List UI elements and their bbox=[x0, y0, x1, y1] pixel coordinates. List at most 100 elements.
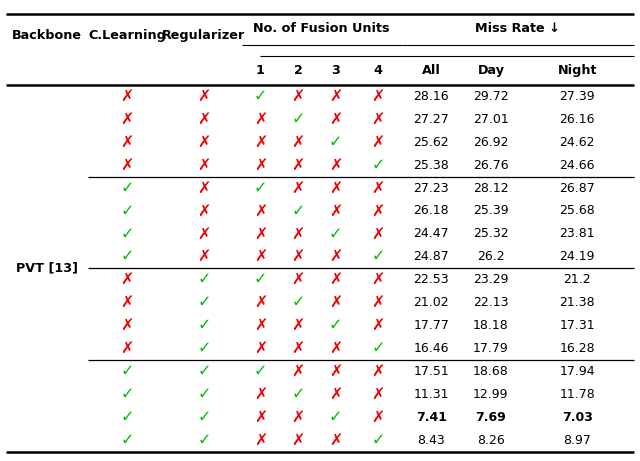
Text: 24.66: 24.66 bbox=[559, 159, 595, 171]
Text: ✗: ✗ bbox=[291, 272, 305, 287]
Text: 24.19: 24.19 bbox=[559, 250, 595, 263]
Text: 23.29: 23.29 bbox=[473, 273, 509, 286]
Text: Night: Night bbox=[557, 64, 597, 77]
Text: ✓: ✓ bbox=[197, 433, 211, 448]
Text: ✗: ✗ bbox=[120, 158, 134, 172]
Text: ✗: ✗ bbox=[120, 295, 134, 310]
Text: ✓: ✓ bbox=[253, 89, 267, 104]
Text: ✗: ✗ bbox=[253, 135, 267, 150]
Text: ✗: ✗ bbox=[197, 203, 211, 219]
Text: 17.51: 17.51 bbox=[413, 365, 449, 378]
Text: ✗: ✗ bbox=[291, 433, 305, 448]
Text: PVT [13]: PVT [13] bbox=[16, 262, 78, 275]
Text: ✓: ✓ bbox=[329, 318, 342, 333]
Text: ✓: ✓ bbox=[291, 387, 305, 402]
Text: ✓: ✓ bbox=[120, 203, 134, 219]
Text: 26.2: 26.2 bbox=[477, 250, 505, 263]
Text: ✗: ✗ bbox=[371, 318, 385, 333]
Text: 25.32: 25.32 bbox=[473, 227, 509, 240]
Text: 25.68: 25.68 bbox=[559, 205, 595, 218]
Text: ✗: ✗ bbox=[120, 112, 134, 127]
Text: 26.18: 26.18 bbox=[413, 205, 449, 218]
Text: ✗: ✗ bbox=[291, 249, 305, 264]
Text: ✗: ✗ bbox=[197, 249, 211, 264]
Text: ✗: ✗ bbox=[253, 387, 267, 402]
Text: 8.26: 8.26 bbox=[477, 434, 505, 447]
Text: ✗: ✗ bbox=[253, 341, 267, 356]
Text: C.Learning: C.Learning bbox=[88, 29, 166, 41]
Text: 21.2: 21.2 bbox=[563, 273, 591, 286]
Text: ✓: ✓ bbox=[371, 249, 385, 264]
Text: ✗: ✗ bbox=[329, 272, 342, 287]
Text: ✓: ✓ bbox=[197, 295, 211, 310]
Text: ✗: ✗ bbox=[120, 135, 134, 150]
Text: 7.03: 7.03 bbox=[562, 411, 593, 424]
Text: ✓: ✓ bbox=[120, 181, 134, 195]
Text: 26.87: 26.87 bbox=[559, 182, 595, 195]
Text: 24.87: 24.87 bbox=[413, 250, 449, 263]
Text: ✓: ✓ bbox=[291, 112, 305, 127]
Text: 29.72: 29.72 bbox=[473, 90, 509, 103]
Text: ✓: ✓ bbox=[329, 226, 342, 242]
Text: ✓: ✓ bbox=[253, 272, 267, 287]
Text: ✗: ✗ bbox=[329, 203, 342, 219]
Text: Day: Day bbox=[477, 64, 504, 77]
Text: 24.47: 24.47 bbox=[413, 227, 449, 240]
Text: ✗: ✗ bbox=[197, 89, 211, 104]
Text: ✗: ✗ bbox=[371, 112, 385, 127]
Text: ✓: ✓ bbox=[253, 181, 267, 195]
Text: ✗: ✗ bbox=[371, 295, 385, 310]
Text: ✓: ✓ bbox=[120, 364, 134, 379]
Text: 26.76: 26.76 bbox=[473, 159, 509, 171]
Text: 7.69: 7.69 bbox=[476, 411, 506, 424]
Text: ✗: ✗ bbox=[329, 249, 342, 264]
Text: ✓: ✓ bbox=[197, 341, 211, 356]
Text: ✗: ✗ bbox=[291, 410, 305, 425]
Text: ✓: ✓ bbox=[371, 341, 385, 356]
Text: ✓: ✓ bbox=[197, 364, 211, 379]
Text: 7.41: 7.41 bbox=[416, 411, 447, 424]
Text: ✗: ✗ bbox=[329, 295, 342, 310]
Text: ✗: ✗ bbox=[371, 387, 385, 402]
Text: ✗: ✗ bbox=[253, 226, 267, 242]
Text: ✓: ✓ bbox=[197, 410, 211, 425]
Text: 3: 3 bbox=[332, 64, 340, 77]
Text: No. of Fusion Units: No. of Fusion Units bbox=[253, 22, 390, 35]
Text: Miss Rate ↓: Miss Rate ↓ bbox=[475, 22, 560, 35]
Text: 17.77: 17.77 bbox=[413, 319, 449, 332]
Text: 1: 1 bbox=[256, 64, 265, 77]
Text: ✗: ✗ bbox=[371, 272, 385, 287]
Text: 8.97: 8.97 bbox=[563, 434, 591, 447]
Text: 4: 4 bbox=[374, 64, 383, 77]
Text: ✗: ✗ bbox=[253, 410, 267, 425]
Text: ✗: ✗ bbox=[291, 341, 305, 356]
Text: ✓: ✓ bbox=[253, 364, 267, 379]
Text: ✗: ✗ bbox=[253, 433, 267, 448]
Text: ✓: ✓ bbox=[197, 272, 211, 287]
Text: ✓: ✓ bbox=[197, 387, 211, 402]
Text: ✓: ✓ bbox=[120, 387, 134, 402]
Text: ✗: ✗ bbox=[120, 341, 134, 356]
Text: ✗: ✗ bbox=[371, 410, 385, 425]
Text: ✗: ✗ bbox=[329, 341, 342, 356]
Text: All: All bbox=[422, 64, 441, 77]
Text: ✗: ✗ bbox=[253, 158, 267, 172]
Text: 22.53: 22.53 bbox=[413, 273, 449, 286]
Text: 16.28: 16.28 bbox=[559, 342, 595, 355]
Text: ✗: ✗ bbox=[329, 89, 342, 104]
Text: 11.78: 11.78 bbox=[559, 388, 595, 401]
Text: ✗: ✗ bbox=[329, 181, 342, 195]
Text: 23.81: 23.81 bbox=[559, 227, 595, 240]
Text: 26.16: 26.16 bbox=[559, 113, 595, 126]
Text: ✗: ✗ bbox=[120, 272, 134, 287]
Text: 25.62: 25.62 bbox=[413, 136, 449, 148]
Text: ✗: ✗ bbox=[253, 295, 267, 310]
Text: ✓: ✓ bbox=[120, 433, 134, 448]
Text: 24.62: 24.62 bbox=[559, 136, 595, 148]
Text: ✗: ✗ bbox=[120, 318, 134, 333]
Text: 28.12: 28.12 bbox=[473, 182, 509, 195]
Text: ✗: ✗ bbox=[253, 249, 267, 264]
Text: ✗: ✗ bbox=[329, 433, 342, 448]
Text: 26.92: 26.92 bbox=[473, 136, 509, 148]
Text: ✗: ✗ bbox=[291, 226, 305, 242]
